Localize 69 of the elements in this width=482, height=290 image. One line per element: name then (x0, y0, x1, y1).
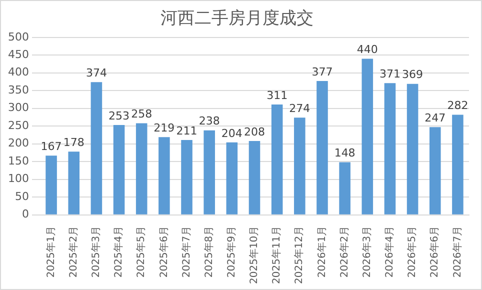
bar (429, 127, 441, 214)
y-tick-label: 250 (8, 118, 29, 132)
x-tick-label: 2026年4月 (384, 226, 396, 278)
x-tick-label: 2025年2月 (67, 226, 80, 278)
data-label: 247 (424, 112, 446, 125)
data-label: 253 (108, 109, 130, 122)
bar (204, 130, 215, 214)
data-label: 311 (266, 88, 288, 102)
data-label: 211 (176, 124, 198, 138)
x-tick-label: 2026年7月 (451, 226, 464, 278)
data-label: 148 (334, 146, 356, 160)
y-tick-label: 350 (8, 83, 29, 96)
x-tick-label: 2025年1月 (44, 226, 57, 278)
y-tick-label: 450 (8, 48, 29, 61)
y-tick-label: 100 (8, 172, 29, 186)
bar (46, 156, 57, 214)
x-tick-label: 2026年1月 (316, 226, 328, 278)
bar (136, 123, 148, 214)
x-tick-label: 2025年12月 (293, 226, 306, 284)
bar (181, 140, 192, 214)
bar (294, 118, 306, 214)
x-tick-label: 2025年4月 (112, 226, 125, 278)
data-label: 374 (86, 66, 107, 80)
bar (226, 142, 238, 214)
y-tick-label: 300 (8, 101, 29, 114)
bar (271, 104, 283, 214)
bar (158, 137, 170, 214)
data-label: 258 (131, 108, 152, 121)
bar (339, 162, 350, 214)
bar (113, 125, 125, 214)
data-label: 440 (356, 43, 378, 56)
data-label: 369 (402, 68, 424, 82)
data-label: 208 (244, 125, 265, 138)
x-tick-label: 2025年6月 (158, 226, 170, 278)
x-tick-label: 2025年5月 (135, 226, 148, 278)
x-tick-label: 2025年10月 (248, 226, 260, 284)
y-tick-label: 0 (22, 208, 29, 221)
data-label: 167 (40, 140, 62, 153)
bar (90, 82, 102, 214)
y-tick-label: 50 (14, 190, 29, 203)
x-tick-label: 2026年6月 (428, 226, 441, 278)
y-tick-label: 400 (8, 66, 29, 79)
y-tick-label: 200 (8, 136, 29, 150)
data-label: 371 (379, 68, 400, 81)
data-label: 274 (289, 102, 310, 115)
x-tick-label: 2025年7月 (180, 226, 192, 278)
data-label: 178 (63, 136, 84, 150)
data-label: 282 (447, 99, 468, 112)
bar (384, 83, 396, 214)
x-tick-label: 2025年9月 (226, 226, 238, 278)
x-tick-label: 2026年2月 (338, 226, 350, 278)
y-tick-label: 500 (8, 30, 29, 44)
x-tick-label: 2025年11月 (270, 226, 283, 284)
data-label: 219 (154, 121, 175, 134)
data-label: 204 (221, 126, 242, 140)
x-tick-label: 2025年3月 (90, 226, 102, 278)
y-tick-label: 150 (8, 154, 29, 168)
data-label: 377 (312, 65, 333, 78)
bar (316, 81, 328, 214)
x-tick-label: 2026年5月 (406, 226, 418, 278)
bar (452, 114, 464, 214)
chart-title: 河西二手房月度成交 (160, 8, 314, 29)
x-tick-label: 2025年8月 (202, 226, 215, 278)
data-label: 238 (198, 114, 220, 128)
bar (406, 84, 418, 214)
bar (248, 141, 260, 214)
bar (68, 152, 80, 214)
x-tick-label: 2026年3月 (360, 226, 373, 278)
bar (362, 58, 374, 214)
